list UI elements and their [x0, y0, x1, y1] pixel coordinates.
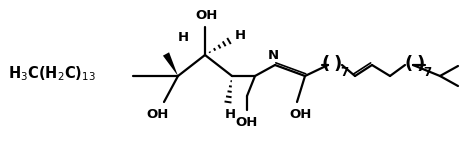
Text: 7: 7 — [340, 66, 348, 78]
Text: N: N — [268, 49, 278, 62]
Text: OH: OH — [147, 107, 169, 120]
Text: H$_3$C(H$_2$C)$_{13}$: H$_3$C(H$_2$C)$_{13}$ — [8, 65, 96, 83]
Text: H: H — [235, 29, 245, 41]
Text: 7: 7 — [423, 66, 431, 78]
Text: OH: OH — [236, 115, 258, 128]
Text: OH: OH — [196, 8, 218, 21]
Text: H: H — [225, 107, 236, 120]
Text: OH: OH — [290, 107, 312, 120]
Text: ): ) — [334, 55, 342, 73]
Text: ): ) — [417, 55, 425, 73]
Text: (: ( — [322, 55, 330, 73]
Text: H: H — [178, 30, 188, 44]
Text: (: ( — [405, 55, 413, 73]
Polygon shape — [163, 52, 178, 76]
